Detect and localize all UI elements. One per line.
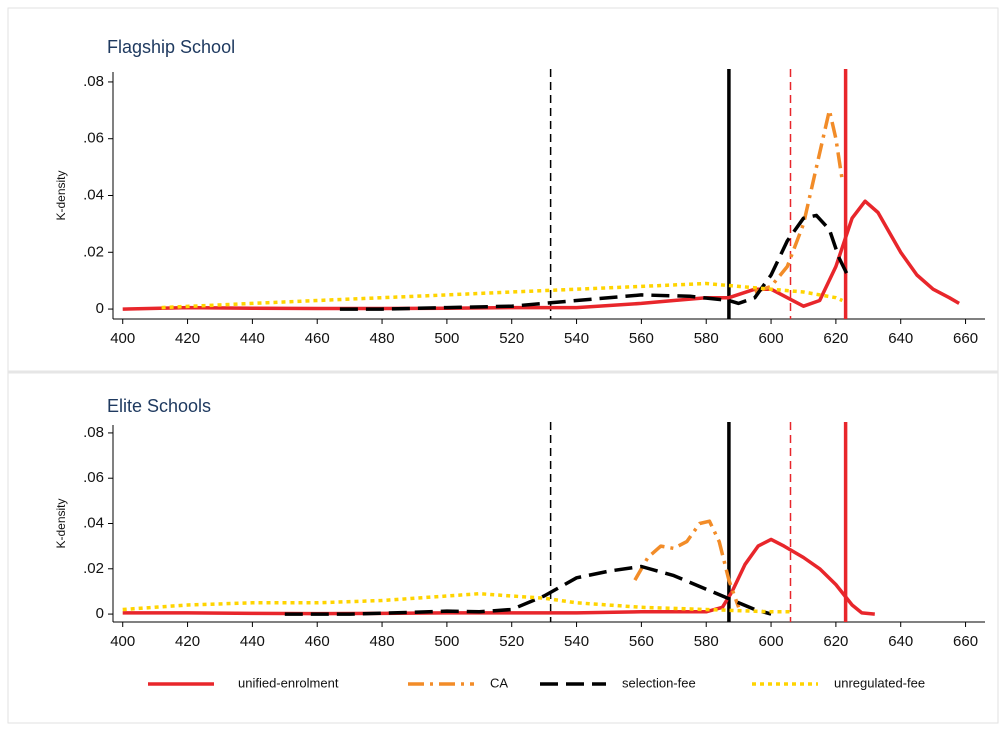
y-tick-label: .02 [83, 243, 104, 260]
x-tick-label: 560 [629, 330, 654, 347]
x-tick-label: 400 [110, 633, 135, 650]
density-line [633, 519, 741, 608]
legend-label: unregulated-fee [834, 675, 925, 690]
y-axis-label: K-density [54, 498, 68, 548]
y-tick-label: .04 [83, 514, 104, 531]
x-tick-label: 500 [434, 633, 459, 650]
x-tick-label: 620 [823, 330, 848, 347]
x-tick-label: 640 [888, 330, 913, 347]
panel-title: Elite Schools [107, 396, 211, 416]
x-tick-label: 640 [888, 633, 913, 650]
x-tick-label: 600 [759, 330, 784, 347]
y-tick-label: .08 [83, 424, 104, 441]
x-tick-label: 660 [953, 633, 978, 650]
x-tick-label: 460 [305, 633, 330, 650]
panel-title: Flagship School [107, 37, 235, 57]
frame [7, 7, 999, 724]
legend-label: selection-fee [622, 675, 696, 690]
x-tick-label: 560 [629, 633, 654, 650]
y-axis-label: K-density [54, 170, 68, 220]
x-tick-label: 580 [694, 633, 719, 650]
x-tick-label: 400 [110, 330, 135, 347]
x-tick-label: 620 [823, 633, 848, 650]
x-tick-label: 600 [759, 633, 784, 650]
y-tick-label: .06 [83, 130, 104, 147]
x-tick-label: 480 [370, 633, 395, 650]
x-tick-label: 540 [564, 330, 589, 347]
legend-label: CA [490, 675, 508, 690]
y-tick-label: 0 [96, 605, 104, 622]
x-tick-label: 480 [370, 330, 395, 347]
density-line [339, 213, 851, 311]
y-tick-label: .04 [83, 186, 104, 203]
x-tick-label: 580 [694, 330, 719, 347]
x-tick-label: 500 [434, 330, 459, 347]
x-tick-label: 440 [240, 633, 265, 650]
density-line [754, 108, 845, 294]
x-tick-label: 460 [305, 330, 330, 347]
y-tick-label: 0 [96, 300, 104, 317]
x-tick-label: 520 [499, 330, 524, 347]
x-tick-label: 540 [564, 633, 589, 650]
y-tick-label: .06 [83, 469, 104, 486]
x-tick-label: 520 [499, 633, 524, 650]
legend-label: unified-enrolment [238, 675, 339, 690]
x-tick-label: 440 [240, 330, 265, 347]
x-tick-label: 660 [953, 330, 978, 347]
y-tick-label: .02 [83, 560, 104, 577]
y-tick-label: .08 [83, 73, 104, 90]
density-line [284, 564, 772, 616]
x-tick-label: 420 [175, 633, 200, 650]
x-tick-label: 420 [175, 330, 200, 347]
